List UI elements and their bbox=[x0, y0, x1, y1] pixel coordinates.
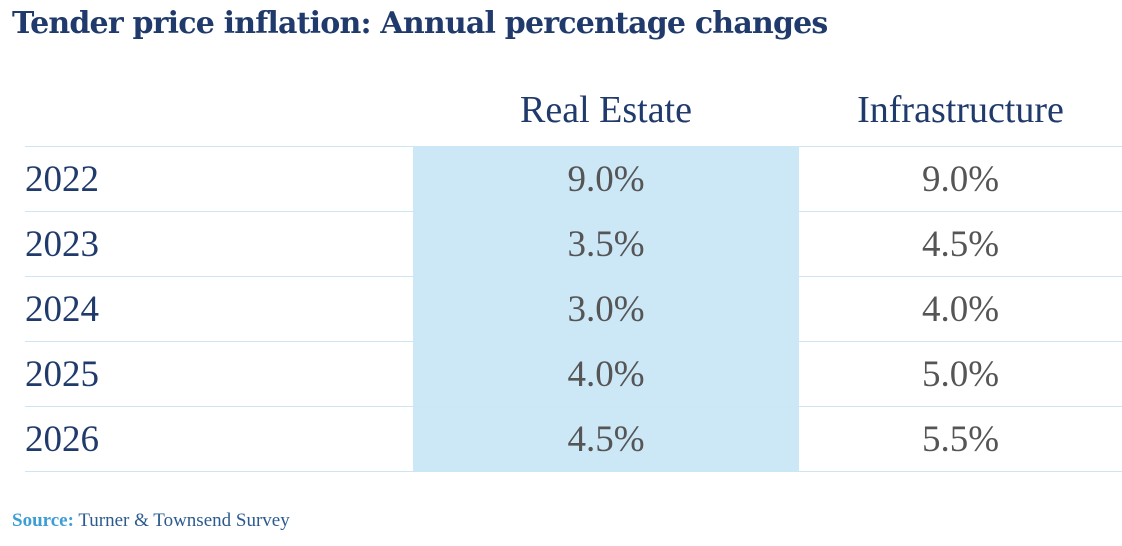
table-row: 2025 4.0% 5.0% bbox=[25, 341, 1122, 407]
real-estate-value: 3.0% bbox=[413, 276, 799, 342]
real-estate-value: 4.0% bbox=[413, 341, 799, 407]
infrastructure-value: 5.5% bbox=[799, 406, 1122, 472]
source-label: Source: bbox=[12, 510, 74, 531]
column-header-real-estate: Real Estate bbox=[413, 74, 799, 147]
infrastructure-value: 9.0% bbox=[799, 146, 1122, 212]
infrastructure-value: 4.0% bbox=[799, 276, 1122, 342]
page-title: Tender price inflation: Annual percentag… bbox=[12, 6, 828, 41]
infrastructure-value: 4.5% bbox=[799, 211, 1122, 277]
year-cell: 2023 bbox=[25, 211, 413, 277]
table-row: 2023 3.5% 4.5% bbox=[25, 211, 1122, 277]
real-estate-value: 4.5% bbox=[413, 406, 799, 472]
table-row: 2024 3.0% 4.0% bbox=[25, 276, 1122, 342]
year-cell: 2022 bbox=[25, 146, 413, 212]
year-cell: 2025 bbox=[25, 341, 413, 407]
year-cell: 2024 bbox=[25, 276, 413, 342]
header-row: Real Estate Infrastructure bbox=[25, 74, 1122, 147]
column-header-infrastructure: Infrastructure bbox=[799, 74, 1122, 147]
year-cell: 2026 bbox=[25, 406, 413, 472]
real-estate-value: 9.0% bbox=[413, 146, 799, 212]
table-row: 2026 4.5% 5.5% bbox=[25, 406, 1122, 472]
real-estate-value: 3.5% bbox=[413, 211, 799, 277]
source-line: Source: Turner & Townsend Survey bbox=[12, 510, 290, 532]
source-text: Turner & Townsend Survey bbox=[78, 510, 290, 531]
table-row: 2022 9.0% 9.0% bbox=[25, 146, 1122, 212]
data-table: Real Estate Infrastructure 2022 9.0% 9.0… bbox=[25, 74, 1122, 472]
column-header-year bbox=[25, 74, 413, 147]
infrastructure-value: 5.0% bbox=[799, 341, 1122, 407]
